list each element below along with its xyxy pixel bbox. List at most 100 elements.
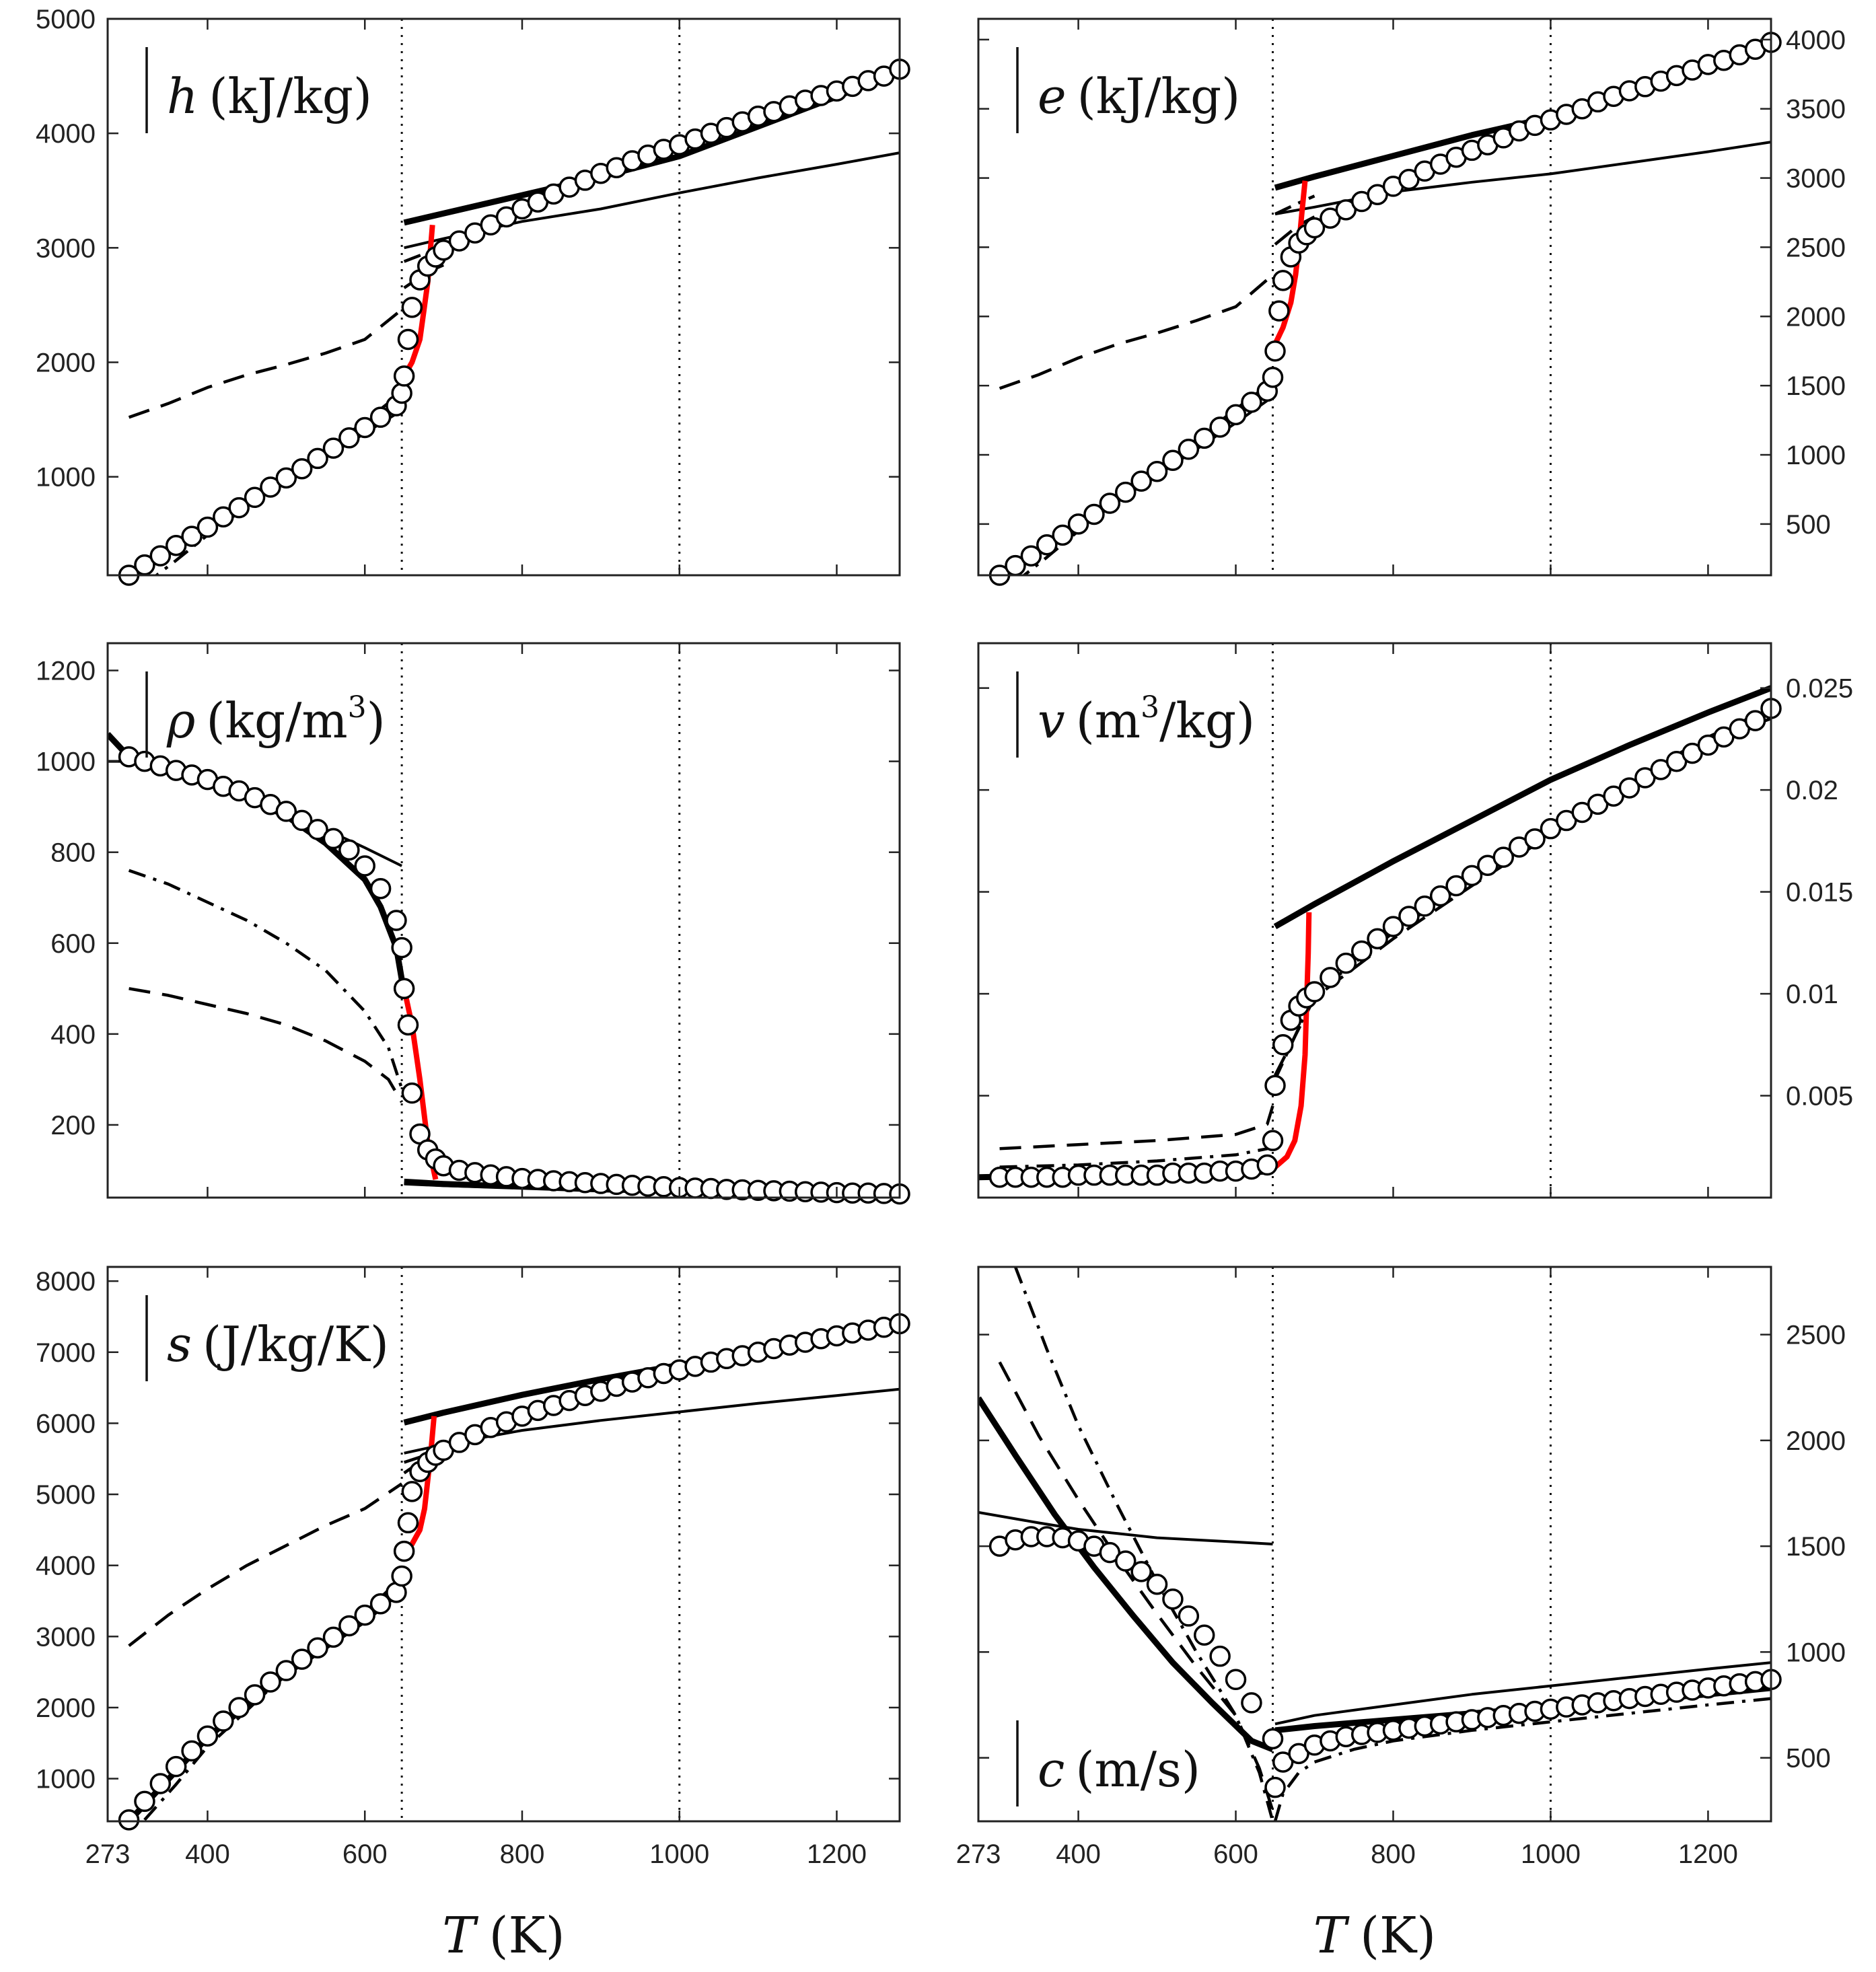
data-point <box>1193 427 1215 449</box>
y-tick-label: 4000 <box>36 1551 96 1581</box>
data-point <box>1320 967 1341 988</box>
series-model-B-line <box>1274 1661 1771 1726</box>
data-point <box>196 516 219 538</box>
data-point <box>1225 404 1247 426</box>
axes-frame <box>106 1266 901 1823</box>
plot-area <box>108 732 900 1198</box>
y-tick-label: 3500 <box>1786 95 1846 124</box>
y-tick-label: 2500 <box>1786 233 1846 262</box>
series-model-C-line <box>999 273 1274 390</box>
panel-h: 1000 2000 3000 4000 5000 h (kJ/kg) <box>36 5 910 586</box>
panel-symbol: s <box>167 1316 192 1373</box>
panel-symbol: e <box>1038 68 1067 124</box>
y-tick-label: 0.015 <box>1786 878 1853 908</box>
data-point <box>1335 952 1357 974</box>
data-point <box>1209 1645 1231 1667</box>
data-point <box>1225 1669 1247 1691</box>
axes-frame <box>977 17 1772 577</box>
panel-symbol: c <box>1038 1741 1065 1798</box>
y-tick-label: 4000 <box>1786 26 1846 55</box>
data-point <box>1115 481 1137 503</box>
series-model-D-line <box>128 869 404 1089</box>
x-axis-title: T (K) <box>442 1907 565 1965</box>
y-tick-label: 2500 <box>1786 1321 1846 1350</box>
axes-frame <box>977 642 1772 1199</box>
panel-c: 273 400 600 800 1000 1200 500 1000 1500 2000 2500 c… <box>956 1266 1846 1869</box>
axes-frame <box>106 17 901 577</box>
y-tick-label: 2000 <box>36 348 96 377</box>
data-point <box>386 910 407 931</box>
x-axis-title: T (K) <box>1313 1907 1436 1965</box>
y-tick-label: 0.02 <box>1786 776 1838 805</box>
data-point <box>369 406 392 428</box>
data-point <box>1115 1550 1137 1572</box>
x-tick-label: 1000 <box>1521 1839 1581 1869</box>
panel-symbol: v <box>1038 692 1065 749</box>
series-model-C-line <box>998 1361 1274 1811</box>
data-point <box>307 819 328 840</box>
data-point <box>213 506 234 527</box>
x-axis-symbol: T <box>1313 1907 1350 1965</box>
data-point <box>1241 392 1262 413</box>
y-tick-label: 400 <box>50 1020 96 1050</box>
data-point <box>1162 449 1184 472</box>
series-model-C-line <box>128 308 403 419</box>
series-model-C-line <box>1273 717 1771 1076</box>
series-transition-line <box>1273 912 1312 1169</box>
data-point <box>1262 1728 1284 1750</box>
data-point <box>1382 916 1404 937</box>
data-point <box>1398 906 1420 927</box>
panel-unit: (m <box>1076 692 1141 749</box>
x-tick-label: 1000 <box>649 1839 709 1869</box>
y-tick-label: 3000 <box>36 233 96 263</box>
data-point <box>1414 896 1436 917</box>
series-model-B-line <box>978 1510 1273 1545</box>
data-point <box>228 1697 250 1718</box>
y-tick-label: 1200 <box>36 657 96 686</box>
data-point <box>213 1710 234 1732</box>
series-model-A-line <box>978 1396 1274 1753</box>
y-tick-label: 1000 <box>36 1765 96 1794</box>
data-point <box>322 437 345 459</box>
data-point <box>1241 1692 1262 1714</box>
data-point <box>228 497 250 519</box>
data-point <box>1262 1130 1284 1151</box>
data-point <box>1264 340 1286 362</box>
data-point <box>1367 928 1388 950</box>
data-point <box>1303 981 1326 1002</box>
x-tick-label: 600 <box>342 1839 388 1869</box>
x-tick-label: 400 <box>1056 1839 1101 1869</box>
panel-unit: (m/s) <box>1075 1741 1200 1798</box>
panel-unit-sup: 3 <box>1141 690 1159 725</box>
data-point <box>1618 777 1640 799</box>
data-point <box>1130 470 1152 492</box>
x-tick-label: 273 <box>85 1839 131 1869</box>
panel-unit-end: /kg) <box>1159 692 1255 749</box>
data-point <box>338 1615 360 1637</box>
data-point <box>134 1790 155 1813</box>
panel-s: 273 400 600 800 1000 1200 1000 2000 3000 4000 5000… <box>36 1266 910 1869</box>
series-model-D-line <box>1274 194 1315 216</box>
data-point <box>1036 534 1058 556</box>
data-point <box>1429 885 1451 907</box>
data-point <box>397 328 419 351</box>
series-model-B-line <box>1274 141 1771 216</box>
data-point <box>1524 828 1546 850</box>
data-point <box>196 1725 219 1747</box>
data-point <box>307 1637 328 1658</box>
data-point <box>391 382 412 404</box>
panel-symbol: ρ <box>166 692 195 749</box>
x-tick-label: 600 <box>1213 1839 1258 1869</box>
data-point <box>1744 710 1766 731</box>
panel-unit-sup: 3 <box>348 690 367 725</box>
data-point <box>181 525 203 547</box>
data-point <box>307 447 328 470</box>
data-point <box>1162 1588 1184 1610</box>
data-point <box>1264 1074 1286 1097</box>
panel-label: ρ (kg/m3) <box>166 690 386 749</box>
data-point <box>1130 1561 1152 1582</box>
data-point <box>393 978 415 1000</box>
data-point <box>149 1773 172 1794</box>
data-point <box>260 1671 281 1693</box>
panel-symbol: h <box>167 68 198 124</box>
